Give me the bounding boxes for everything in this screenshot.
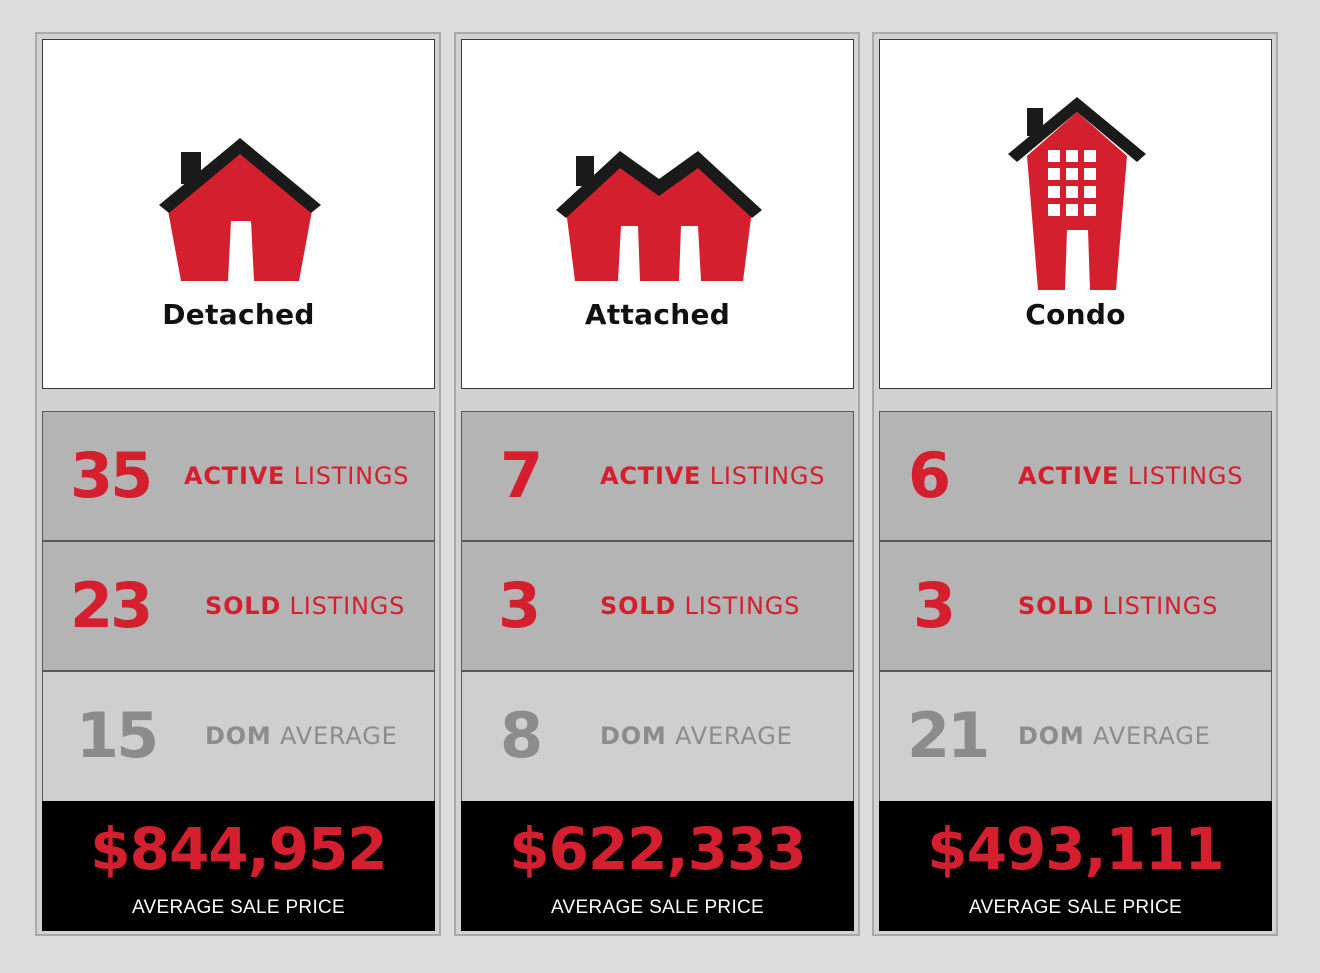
average-word: AVERAGE bbox=[1093, 722, 1211, 750]
active-listings-count: 6 bbox=[908, 439, 951, 512]
dom-keyword: DOM bbox=[205, 722, 272, 750]
dom-average-value: 8 bbox=[500, 699, 543, 772]
sold-listings-row: 3 SOLD LISTINGS bbox=[461, 541, 854, 671]
dom-average-row: 21 DOM AVERAGE bbox=[879, 671, 1272, 801]
average-sale-price-label: AVERAGE SALE PRICE bbox=[131, 897, 346, 918]
dom-average-value: 21 bbox=[907, 699, 990, 772]
listings-word: LISTINGS bbox=[709, 462, 826, 490]
detached-header-card: Detached bbox=[42, 39, 435, 389]
sold-listings-label: SOLD LISTINGS bbox=[1018, 542, 1218, 670]
dom-keyword: DOM bbox=[600, 722, 667, 750]
sold-listings-count: 3 bbox=[913, 569, 956, 642]
attached-header-card: Attached bbox=[461, 39, 854, 389]
active-keyword: ACTIVE bbox=[600, 462, 702, 490]
dom-keyword: DOM bbox=[1018, 722, 1085, 750]
sold-keyword: SOLD bbox=[600, 592, 677, 620]
attached-column: Attached 7 ACTIVE LISTINGS 3 SOLD LISTIN… bbox=[454, 32, 860, 936]
dom-average-row: 15 DOM AVERAGE bbox=[42, 671, 435, 801]
listings-word: LISTINGS bbox=[289, 592, 406, 620]
average-sale-price-label: AVERAGE SALE PRICE bbox=[968, 897, 1183, 918]
detached-column: Detached 35 ACTIVE LISTINGS 23 SOLD LIST… bbox=[35, 32, 441, 936]
active-listings-row: 7 ACTIVE LISTINGS bbox=[461, 411, 854, 541]
sold-listings-count: 3 bbox=[498, 569, 541, 642]
property-type-title: Attached bbox=[584, 298, 731, 331]
active-listings-label: ACTIVE LISTINGS bbox=[600, 412, 825, 540]
average-sale-price-panel: $493,111 AVERAGE SALE PRICE bbox=[879, 801, 1272, 931]
sold-listings-count: 23 bbox=[70, 569, 153, 642]
active-keyword: ACTIVE bbox=[1018, 462, 1120, 490]
average-sale-price-value: $622,333 bbox=[509, 815, 807, 883]
listings-word: LISTINGS bbox=[684, 592, 801, 620]
detached-house-icon bbox=[159, 138, 321, 281]
active-listings-row: 35 ACTIVE LISTINGS bbox=[42, 411, 435, 541]
sold-listings-label: SOLD LISTINGS bbox=[205, 542, 405, 670]
active-listings-label: ACTIVE LISTINGS bbox=[184, 412, 409, 540]
dom-average-label: DOM AVERAGE bbox=[600, 672, 793, 800]
average-sale-price-value: $493,111 bbox=[927, 815, 1225, 883]
condo-building-icon bbox=[1008, 97, 1146, 290]
listings-word: LISTINGS bbox=[1127, 462, 1244, 490]
active-listings-row: 6 ACTIVE LISTINGS bbox=[879, 411, 1272, 541]
sold-keyword: SOLD bbox=[1018, 592, 1095, 620]
condo-column: Condo 6 ACTIVE LISTINGS 3 SOLD LISTINGS … bbox=[872, 32, 1278, 936]
sold-keyword: SOLD bbox=[205, 592, 282, 620]
sold-listings-label: SOLD LISTINGS bbox=[600, 542, 800, 670]
condo-header-card: Condo bbox=[879, 39, 1272, 389]
listings-word: LISTINGS bbox=[293, 462, 410, 490]
attached-house-icon bbox=[556, 151, 762, 281]
average-sale-price-label: AVERAGE SALE PRICE bbox=[550, 897, 765, 918]
dom-average-value: 15 bbox=[76, 699, 159, 772]
property-type-title: Condo bbox=[1025, 298, 1126, 331]
active-keyword: ACTIVE bbox=[184, 462, 286, 490]
average-sale-price-panel: $844,952 AVERAGE SALE PRICE bbox=[42, 801, 435, 931]
active-listings-count: 7 bbox=[500, 439, 543, 512]
property-type-title: Detached bbox=[162, 298, 315, 331]
average-word: AVERAGE bbox=[675, 722, 793, 750]
average-sale-price-value: $844,952 bbox=[90, 815, 388, 883]
sold-listings-row: 23 SOLD LISTINGS bbox=[42, 541, 435, 671]
listings-word: LISTINGS bbox=[1102, 592, 1219, 620]
average-sale-price-panel: $622,333 AVERAGE SALE PRICE bbox=[461, 801, 854, 931]
dom-average-label: DOM AVERAGE bbox=[205, 672, 398, 800]
sold-listings-row: 3 SOLD LISTINGS bbox=[879, 541, 1272, 671]
dom-average-row: 8 DOM AVERAGE bbox=[461, 671, 854, 801]
active-listings-label: ACTIVE LISTINGS bbox=[1018, 412, 1243, 540]
average-word: AVERAGE bbox=[280, 722, 398, 750]
active-listings-count: 35 bbox=[70, 439, 153, 512]
dom-average-label: DOM AVERAGE bbox=[1018, 672, 1211, 800]
